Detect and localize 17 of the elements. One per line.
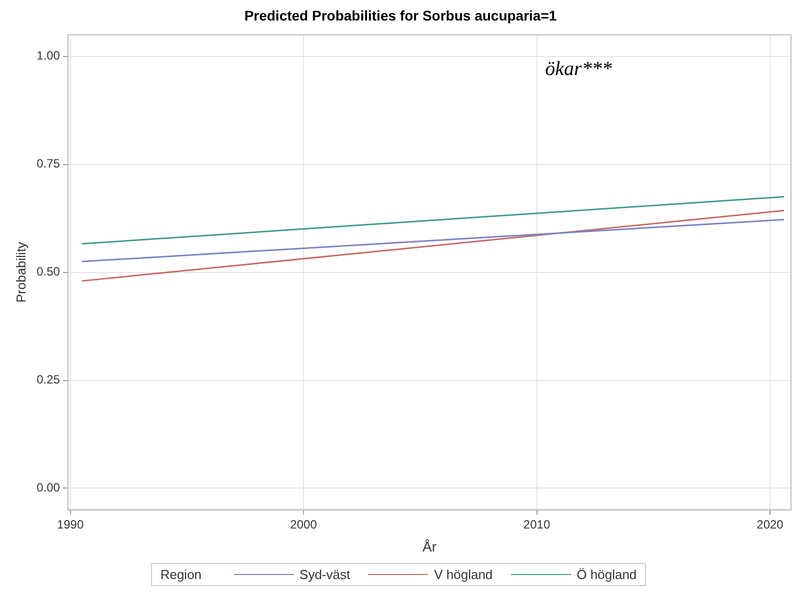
legend-title: Region [160, 567, 202, 582]
y-tick-label: 1.00 [36, 48, 60, 63]
x-tick-label: 1990 [56, 517, 84, 532]
y-tick-label: 0.75 [36, 156, 60, 171]
x-tick-label: 2020 [756, 517, 784, 532]
y-tick-label: 0.50 [36, 264, 60, 279]
legend-label: Ö högland [576, 567, 637, 582]
annotation: ökar*** [545, 58, 612, 80]
legend-label: V högland [434, 567, 493, 582]
y-axis-title: Probability [13, 241, 28, 303]
y-tick-label: 0.25 [36, 372, 60, 387]
legend-label: Syd-väst [300, 567, 350, 582]
x-tick-label: 2000 [290, 517, 318, 532]
x-axis-title: År [422, 538, 437, 554]
x-tick-label: 2010 [523, 517, 550, 532]
y-tick-label: 0.00 [36, 480, 60, 495]
chart-title: Predicted Probabilities for Sorbus aucuparia=1 [244, 7, 557, 24]
